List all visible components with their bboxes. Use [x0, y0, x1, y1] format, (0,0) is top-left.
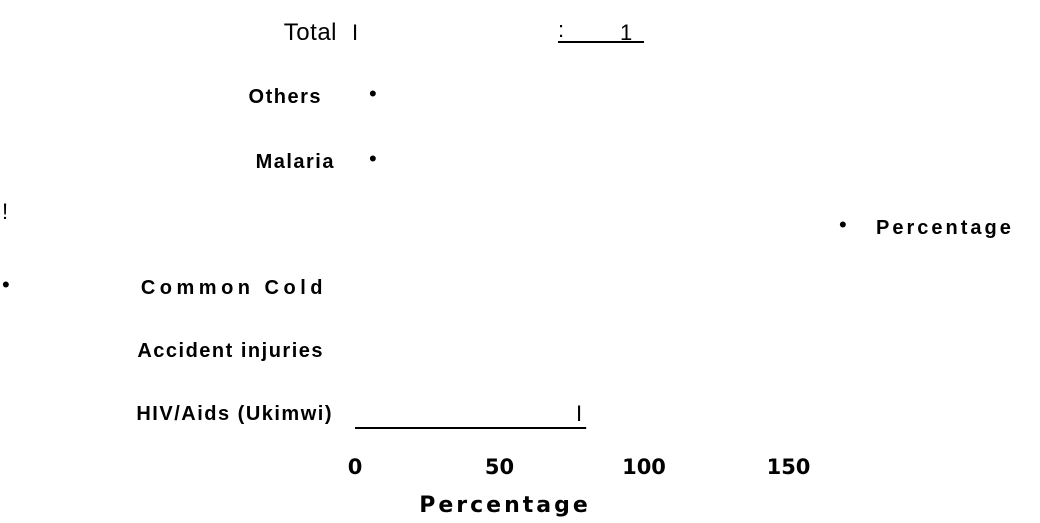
category-label-common-cold: Common Cold	[141, 277, 327, 299]
total-value: 1	[620, 20, 632, 45]
x-tick-label: 150	[767, 455, 811, 479]
category-label-malaria: Malaria	[256, 151, 335, 173]
bullet-common-cold: •	[2, 272, 10, 297]
total-start-mark: I	[352, 20, 358, 45]
bars	[355, 41, 644, 429]
category-label-others: Others	[249, 86, 322, 108]
category-label-accident-injuries: Accident injuries	[137, 340, 324, 362]
legend-bullet: •	[839, 212, 847, 237]
category-label-total: Total	[284, 19, 337, 46]
x-axis-ticks: 0 50 100 150	[348, 455, 811, 479]
x-tick-label: 0	[348, 455, 363, 479]
bullet-malaria: •	[369, 146, 377, 171]
hiv-bar-end-mark: I	[576, 401, 582, 426]
x-tick-label: 100	[622, 455, 666, 479]
x-tick-label: 50	[485, 455, 514, 479]
x-axis-title: Percentage	[419, 493, 591, 518]
legend-label: Percentage	[876, 217, 1014, 239]
total-colon: :	[558, 17, 564, 42]
exclamation-mark: !	[2, 199, 8, 224]
bullet-others: •	[369, 81, 377, 106]
category-label-hiv-aids: HIV/Aids (Ukimwi)	[136, 403, 333, 425]
